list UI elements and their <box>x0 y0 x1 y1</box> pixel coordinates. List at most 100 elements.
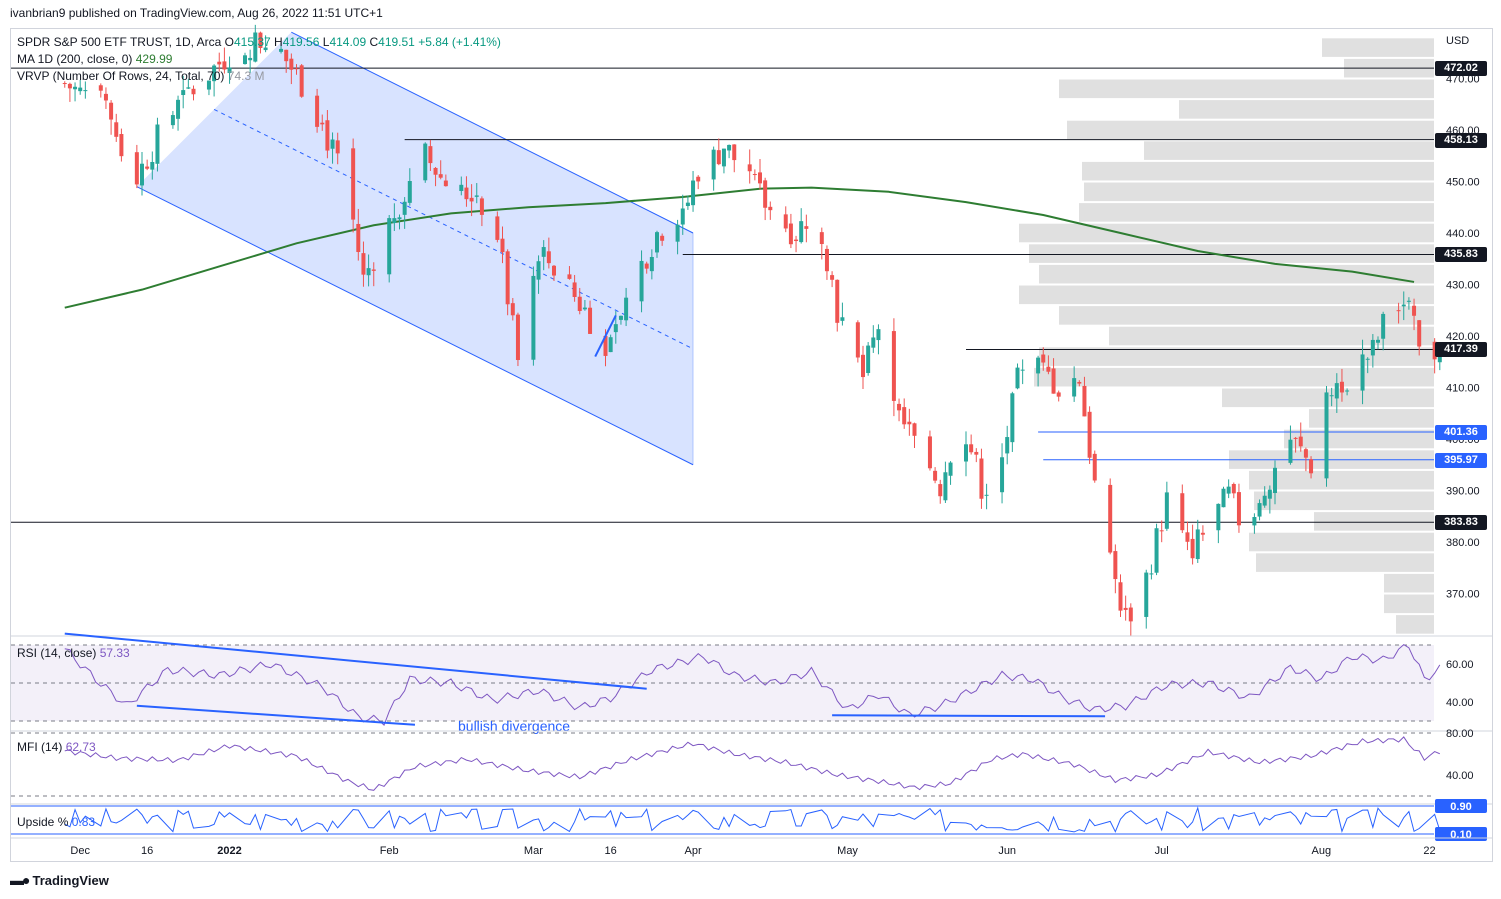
candle-body <box>938 484 943 497</box>
upside-tick: 0.10 <box>1450 829 1471 841</box>
candle-body <box>387 218 392 275</box>
currency-label: USD <box>1446 35 1469 47</box>
candle-body <box>67 83 72 89</box>
candle-body <box>1046 366 1051 372</box>
candle-body <box>515 314 520 361</box>
candle-body <box>871 337 876 348</box>
candle-body <box>98 85 103 91</box>
candle-body <box>217 61 222 65</box>
candle-body <box>1412 305 1417 316</box>
time-tick: Jun <box>998 845 1016 857</box>
rsi-trendline <box>832 714 1106 718</box>
oscillator-panes: bullish divergence 60.00 40.00 80.00 40.00 0.… <box>11 632 1493 841</box>
candle-body <box>696 176 701 182</box>
candle-body <box>474 195 479 197</box>
candle-body <box>176 99 181 119</box>
candle-body <box>603 335 608 356</box>
volume-profile <box>1019 38 1434 634</box>
candle-body <box>150 162 155 170</box>
candle-body <box>866 345 871 373</box>
legend-ma-row: MA 1D (200, close, 0) 429.99 <box>17 52 172 66</box>
chart-frame <box>10 28 1493 862</box>
descending-channel <box>136 31 694 466</box>
vrvp-row <box>1179 100 1434 119</box>
upside-line <box>64 806 1441 833</box>
legend-upside-value: 0.83 <box>71 815 96 829</box>
candle-body <box>1185 532 1190 542</box>
candle-body <box>752 174 757 176</box>
price-tick: 450.00 <box>1446 177 1480 189</box>
candle-body <box>536 261 541 280</box>
candle-body <box>675 224 680 242</box>
channel-fill <box>136 32 694 465</box>
candle-body <box>227 67 232 74</box>
candle-body <box>505 251 510 305</box>
candle-body <box>655 232 659 253</box>
candle-body <box>114 122 119 137</box>
candle-body <box>222 61 227 70</box>
candle-body <box>78 87 83 92</box>
candle-body <box>567 274 572 279</box>
legend-open-value: 415.37 <box>233 35 271 49</box>
legend-vrvp-row: VRVP (Number Of Rows, 24, Total, 70) 74.… <box>17 69 264 83</box>
time-tick: Apr <box>684 845 701 857</box>
candle-body <box>320 122 325 125</box>
channel-mid-line <box>213 108 694 350</box>
candle-body <box>315 95 320 127</box>
tradingview-branding[interactable]: ▬● TradingView <box>10 872 109 888</box>
candle-body <box>891 331 896 401</box>
candle-body <box>964 444 968 462</box>
candle-body <box>1396 310 1401 312</box>
legend-high-label: H <box>274 35 283 49</box>
legend-change: +5.84 (+1.41%) <box>418 35 501 49</box>
legend-upside-label: Upside % <box>17 815 69 829</box>
price-tick: 410.00 <box>1446 383 1480 395</box>
candle-body <box>1195 529 1200 560</box>
vrvp-row <box>1314 512 1434 531</box>
level-badge: 395.97 <box>1435 452 1487 468</box>
candle-body <box>1401 304 1406 307</box>
legend-low-label: L <box>322 35 330 49</box>
candle-body <box>1231 484 1236 494</box>
candle-body <box>1406 300 1411 302</box>
candle-body <box>181 90 186 96</box>
candle-body <box>732 144 737 161</box>
candle-body <box>1041 354 1046 363</box>
candle-body <box>1051 368 1056 394</box>
legend-close-value: 419.51 <box>378 35 415 49</box>
level-badge: 472.02 <box>1435 61 1487 77</box>
candle-body <box>588 307 593 334</box>
price-tick: 470.00 <box>1446 74 1480 86</box>
candle-body <box>191 88 196 95</box>
legend-vrvp-label: VRVP (Number Of Rows, 24, Total, 70) <box>17 69 225 83</box>
level-badge: 435.83 <box>1435 247 1487 263</box>
candle-body <box>1334 383 1339 399</box>
price-tick: 370.00 <box>1446 589 1480 601</box>
candle-body <box>1005 437 1010 454</box>
candle-body <box>423 143 428 181</box>
time-tick: May <box>837 845 858 857</box>
candle-body <box>1432 341 1437 360</box>
candle-body <box>727 144 732 151</box>
candle-body <box>747 164 752 172</box>
candle-body <box>691 180 696 206</box>
candle-body <box>685 202 690 207</box>
legend-close-label: C <box>369 35 379 49</box>
candle-body <box>1221 488 1226 508</box>
legend-mfi-row: MFI (14) 62.73 <box>17 740 96 754</box>
candle-body <box>1293 437 1298 439</box>
vrvp-row <box>1254 491 1434 511</box>
upside-badge-bg <box>1435 799 1487 813</box>
channel-lower-line <box>136 186 694 466</box>
candle-body <box>356 223 361 253</box>
candle-body <box>443 180 448 187</box>
candle-body <box>716 150 721 165</box>
candle-body <box>1128 607 1133 622</box>
level-badge: 383.83 <box>1435 515 1487 531</box>
candle-body <box>660 235 665 241</box>
vrvp-row <box>1396 615 1434 634</box>
trend-segment <box>594 314 617 358</box>
candle-body <box>577 296 582 311</box>
vrvp-row <box>1384 573 1434 593</box>
